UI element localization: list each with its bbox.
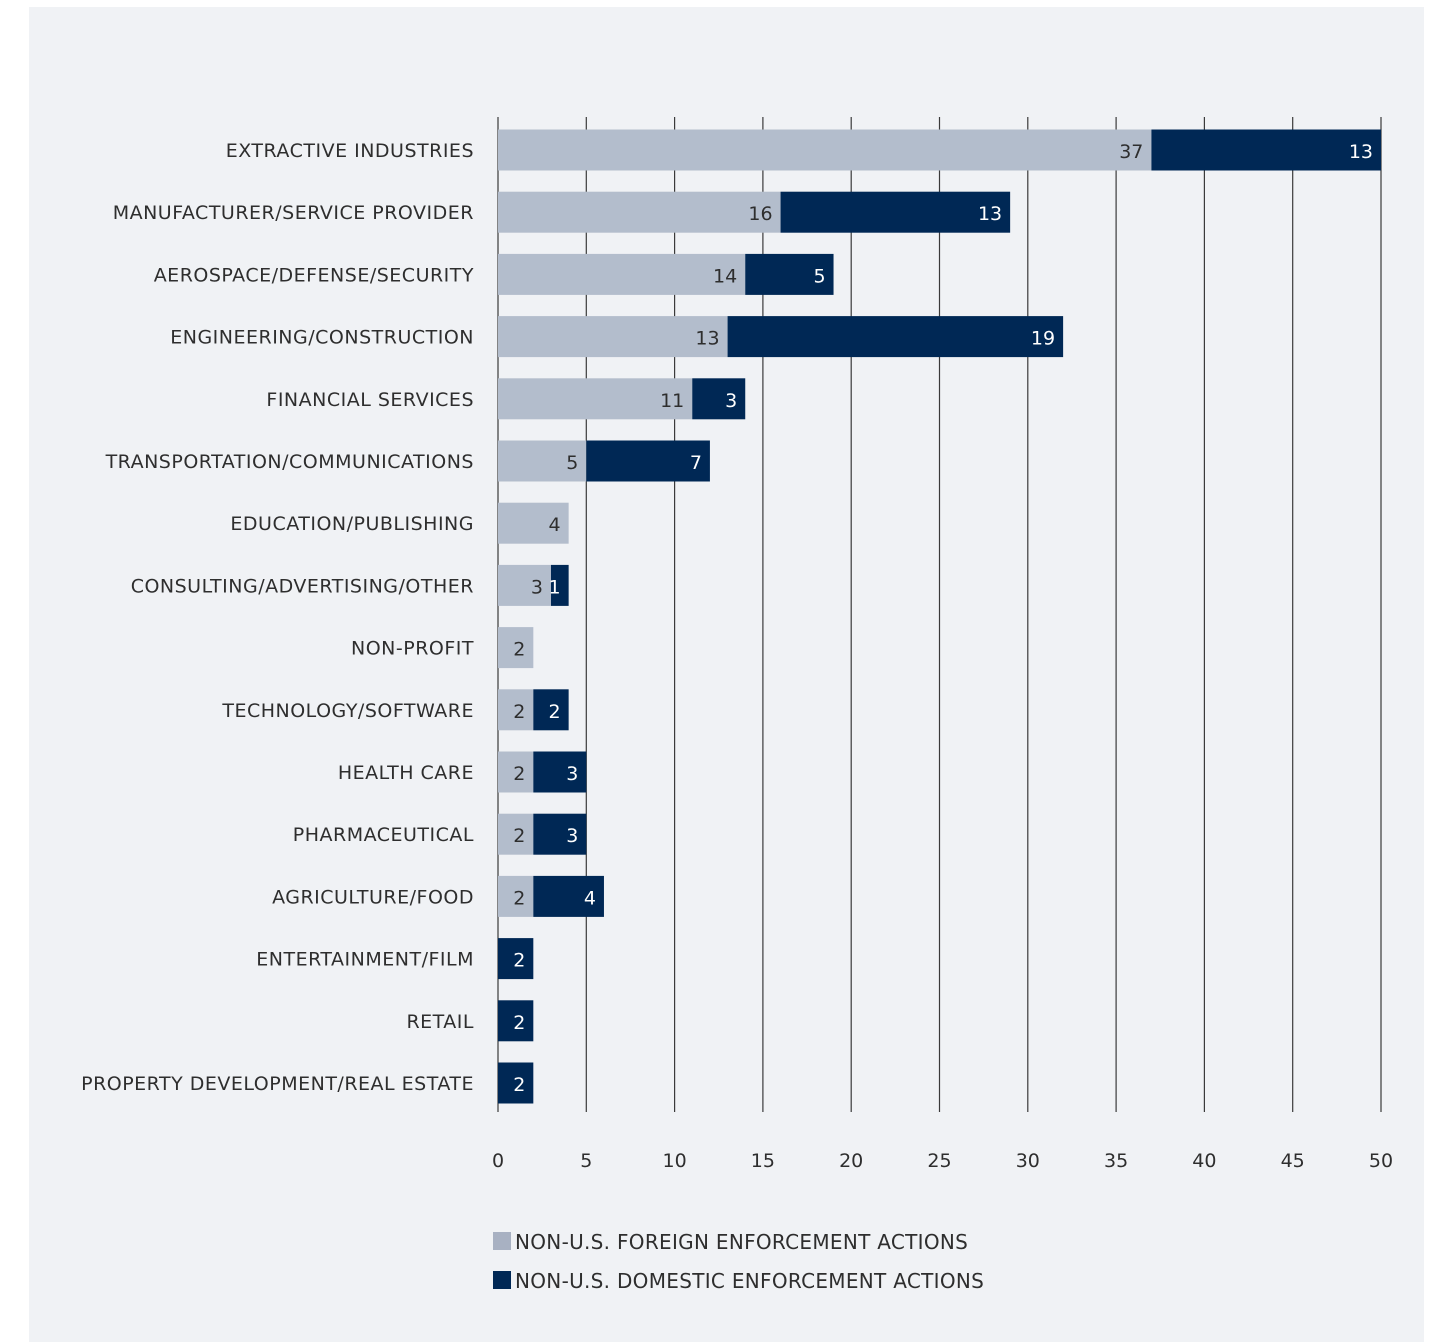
data-label-domestic: 2 bbox=[513, 1012, 525, 1034]
data-label-foreign: 2 bbox=[513, 639, 525, 661]
data-label-domestic: 2 bbox=[513, 950, 525, 972]
x-tick-label: 50 bbox=[1369, 1150, 1393, 1172]
category-label: NON-PROFIT bbox=[351, 638, 474, 660]
chart-panel: 37 13 16 13 14 5 13 19 11 3 5 7 4 3 1 2 2 2 2 3 2 3 2 4 2 2 2 EXTR… bbox=[29, 7, 1424, 1342]
data-label-foreign: 2 bbox=[513, 701, 525, 723]
data-label-domestic: 13 bbox=[978, 203, 1002, 225]
bar-segment-domestic bbox=[533, 813, 587, 855]
bar-segment-domestic bbox=[498, 1000, 534, 1042]
data-label-foreign: 2 bbox=[513, 763, 525, 785]
bar-segment-domestic bbox=[1151, 129, 1381, 171]
category-label: EXTRACTIVE INDUSTRIES bbox=[226, 140, 474, 162]
x-axis-ticks: 0 5 10 15 20 25 30 35 40 45 50 bbox=[492, 1150, 1393, 1172]
bar-segment-foreign bbox=[498, 627, 534, 669]
category-label: ENTERTAINMENT/FILM bbox=[256, 949, 474, 971]
category-label: EDUCATION/PUBLISHING bbox=[230, 513, 474, 535]
data-label-domestic: 3 bbox=[566, 825, 578, 847]
category-label: TRANSPORTATION/COMMUNICATIONS bbox=[105, 451, 474, 473]
data-label-domestic: 3 bbox=[566, 763, 578, 785]
data-label-domestic: 2 bbox=[549, 701, 561, 723]
bar-segment-foreign bbox=[498, 253, 746, 295]
x-tick-label: 25 bbox=[927, 1150, 951, 1172]
legend: NON-U.S. FOREIGN ENFORCEMENT ACTIONS NON-… bbox=[493, 1230, 984, 1293]
bar-segment-foreign bbox=[498, 378, 693, 420]
bar-segment-domestic bbox=[550, 564, 569, 606]
x-tick-label: 15 bbox=[751, 1150, 775, 1172]
data-label-foreign: 37 bbox=[1119, 141, 1143, 163]
data-label-foreign: 2 bbox=[513, 887, 525, 909]
bar-segment-domestic bbox=[498, 938, 534, 980]
legend-swatch-domestic bbox=[493, 1271, 511, 1289]
category-label: HEALTH CARE bbox=[338, 762, 474, 784]
data-label-domestic: 19 bbox=[1031, 328, 1055, 350]
bar-segment-domestic bbox=[586, 440, 710, 482]
x-tick-label: 35 bbox=[1104, 1150, 1128, 1172]
bar-segment-domestic bbox=[533, 689, 569, 731]
bar-segment-foreign bbox=[498, 875, 534, 917]
data-label-foreign: 16 bbox=[748, 203, 772, 225]
data-label-domestic: 2 bbox=[513, 1074, 525, 1096]
data-label-foreign: 13 bbox=[695, 328, 719, 350]
legend-label-domestic: NON-U.S. DOMESTIC ENFORCEMENT ACTIONS bbox=[515, 1269, 984, 1293]
x-tick-label: 0 bbox=[492, 1150, 504, 1172]
bar-segment-domestic bbox=[533, 875, 604, 917]
data-label-foreign: 4 bbox=[549, 514, 561, 536]
category-label: TECHNOLOGY/SOFTWARE bbox=[221, 700, 474, 722]
bar-segment-domestic bbox=[692, 378, 746, 420]
bar-segment-foreign bbox=[498, 502, 569, 544]
bar-segment-domestic bbox=[745, 253, 834, 295]
category-label: ENGINEERING/CONSTRUCTION bbox=[170, 327, 474, 349]
data-label-foreign: 5 bbox=[566, 452, 578, 474]
data-label-domestic: 13 bbox=[1349, 141, 1373, 163]
category-label: CONSULTING/ADVERTISING/OTHER bbox=[131, 575, 474, 597]
bar-segment-foreign bbox=[498, 564, 551, 606]
category-labels: EXTRACTIVE INDUSTRIES MANUFACTURER/SERVIC… bbox=[81, 140, 474, 1095]
bar-segment-domestic bbox=[780, 191, 1011, 233]
data-label-domestic: 7 bbox=[690, 452, 702, 474]
bar-segment-domestic bbox=[727, 316, 1064, 358]
legend-label-foreign: NON-U.S. FOREIGN ENFORCEMENT ACTIONS bbox=[515, 1230, 968, 1254]
data-label-foreign: 2 bbox=[513, 825, 525, 847]
x-tick-label: 40 bbox=[1192, 1150, 1216, 1172]
bar-segment-foreign bbox=[498, 191, 781, 233]
data-label-domestic: 4 bbox=[584, 887, 596, 909]
category-label: RETAIL bbox=[406, 1011, 474, 1033]
category-label: MANUFACTURER/SERVICE PROVIDER bbox=[113, 202, 474, 224]
data-label-foreign: 3 bbox=[531, 576, 543, 598]
category-label: AEROSPACE/DEFENSE/SECURITY bbox=[154, 264, 474, 286]
category-label: AGRICULTURE/FOOD bbox=[272, 886, 474, 908]
x-tick-label: 30 bbox=[1016, 1150, 1040, 1172]
x-tick-label: 5 bbox=[580, 1150, 592, 1172]
category-label: PROPERTY DEVELOPMENT/REAL ESTATE bbox=[81, 1073, 474, 1095]
bar-segment-foreign bbox=[498, 751, 534, 793]
data-label-foreign: 14 bbox=[713, 265, 737, 287]
bar-segment-domestic bbox=[498, 1062, 534, 1104]
bar-segment-foreign bbox=[498, 129, 1152, 171]
x-tick-label: 10 bbox=[663, 1150, 687, 1172]
x-tick-label: 20 bbox=[839, 1150, 863, 1172]
bar-segment-foreign bbox=[498, 813, 534, 855]
data-label-domestic: 1 bbox=[549, 576, 561, 598]
category-label: PHARMACEUTICAL bbox=[293, 824, 474, 846]
data-label-domestic: 3 bbox=[725, 390, 737, 412]
data-label-domestic: 5 bbox=[813, 265, 825, 287]
bar-segment-domestic bbox=[533, 751, 587, 793]
bar-segment-foreign bbox=[498, 689, 534, 731]
data-label-foreign: 11 bbox=[660, 390, 684, 412]
legend-swatch-foreign bbox=[493, 1232, 511, 1250]
category-label: FINANCIAL SERVICES bbox=[266, 389, 474, 411]
x-tick-label: 45 bbox=[1281, 1150, 1305, 1172]
bar-segment-foreign bbox=[498, 316, 728, 358]
bar-segment-foreign bbox=[498, 440, 587, 482]
